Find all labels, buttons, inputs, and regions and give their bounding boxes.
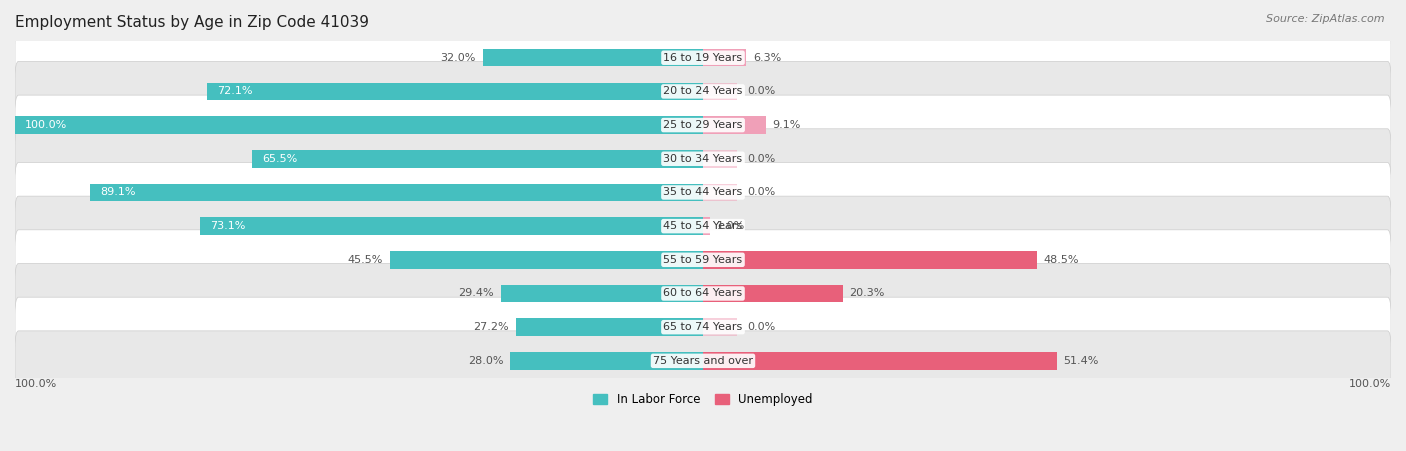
Text: 100.0%: 100.0% <box>1348 379 1391 390</box>
FancyBboxPatch shape <box>15 61 1391 121</box>
Bar <box>510 352 703 370</box>
Text: 0.0%: 0.0% <box>748 154 776 164</box>
Text: 9.1%: 9.1% <box>772 120 801 130</box>
Text: 51.4%: 51.4% <box>1063 356 1099 366</box>
Bar <box>703 285 842 302</box>
Text: 25 to 29 Years: 25 to 29 Years <box>664 120 742 130</box>
Text: 73.1%: 73.1% <box>211 221 246 231</box>
Bar <box>703 83 737 100</box>
Text: 16 to 19 Years: 16 to 19 Years <box>664 53 742 63</box>
Text: 89.1%: 89.1% <box>100 188 136 198</box>
Text: 6.3%: 6.3% <box>754 53 782 63</box>
Text: 60 to 64 Years: 60 to 64 Years <box>664 289 742 299</box>
Legend: In Labor Force, Unemployed: In Labor Force, Unemployed <box>588 387 818 412</box>
Bar <box>90 184 703 201</box>
FancyBboxPatch shape <box>15 331 1391 391</box>
Text: 32.0%: 32.0% <box>440 53 477 63</box>
Text: Source: ZipAtlas.com: Source: ZipAtlas.com <box>1267 14 1385 23</box>
Bar <box>703 150 737 167</box>
Text: 100.0%: 100.0% <box>25 120 67 130</box>
Text: 100.0%: 100.0% <box>15 379 58 390</box>
Text: 27.2%: 27.2% <box>474 322 509 332</box>
FancyBboxPatch shape <box>15 95 1391 155</box>
Text: 35 to 44 Years: 35 to 44 Years <box>664 188 742 198</box>
Text: 20.3%: 20.3% <box>849 289 884 299</box>
Text: 29.4%: 29.4% <box>458 289 494 299</box>
Text: Employment Status by Age in Zip Code 41039: Employment Status by Age in Zip Code 410… <box>15 15 368 30</box>
Bar <box>207 83 703 100</box>
Bar <box>15 116 703 134</box>
Bar <box>501 285 703 302</box>
FancyBboxPatch shape <box>15 196 1391 256</box>
Text: 75 Years and over: 75 Years and over <box>652 356 754 366</box>
Bar <box>703 217 710 235</box>
Bar <box>703 318 737 336</box>
Text: 0.0%: 0.0% <box>748 188 776 198</box>
FancyBboxPatch shape <box>15 162 1391 222</box>
Bar <box>482 49 703 66</box>
Bar <box>389 251 703 268</box>
Bar <box>703 116 766 134</box>
FancyBboxPatch shape <box>15 129 1391 189</box>
Bar <box>703 184 737 201</box>
Text: 55 to 59 Years: 55 to 59 Years <box>664 255 742 265</box>
Text: 48.5%: 48.5% <box>1043 255 1078 265</box>
FancyBboxPatch shape <box>15 297 1391 357</box>
FancyBboxPatch shape <box>15 263 1391 323</box>
Text: 30 to 34 Years: 30 to 34 Years <box>664 154 742 164</box>
Text: 0.0%: 0.0% <box>748 322 776 332</box>
Text: 1.0%: 1.0% <box>717 221 745 231</box>
Bar <box>703 251 1036 268</box>
Text: 65.5%: 65.5% <box>263 154 298 164</box>
Text: 28.0%: 28.0% <box>468 356 503 366</box>
Bar <box>703 352 1057 370</box>
Text: 20 to 24 Years: 20 to 24 Years <box>664 87 742 97</box>
Text: 65 to 74 Years: 65 to 74 Years <box>664 322 742 332</box>
Text: 45.5%: 45.5% <box>347 255 382 265</box>
Text: 0.0%: 0.0% <box>748 87 776 97</box>
Text: 72.1%: 72.1% <box>218 87 253 97</box>
Bar <box>252 150 703 167</box>
Bar <box>516 318 703 336</box>
FancyBboxPatch shape <box>15 230 1391 290</box>
Bar <box>703 49 747 66</box>
Bar <box>200 217 703 235</box>
FancyBboxPatch shape <box>15 28 1391 87</box>
Text: 45 to 54 Years: 45 to 54 Years <box>664 221 742 231</box>
